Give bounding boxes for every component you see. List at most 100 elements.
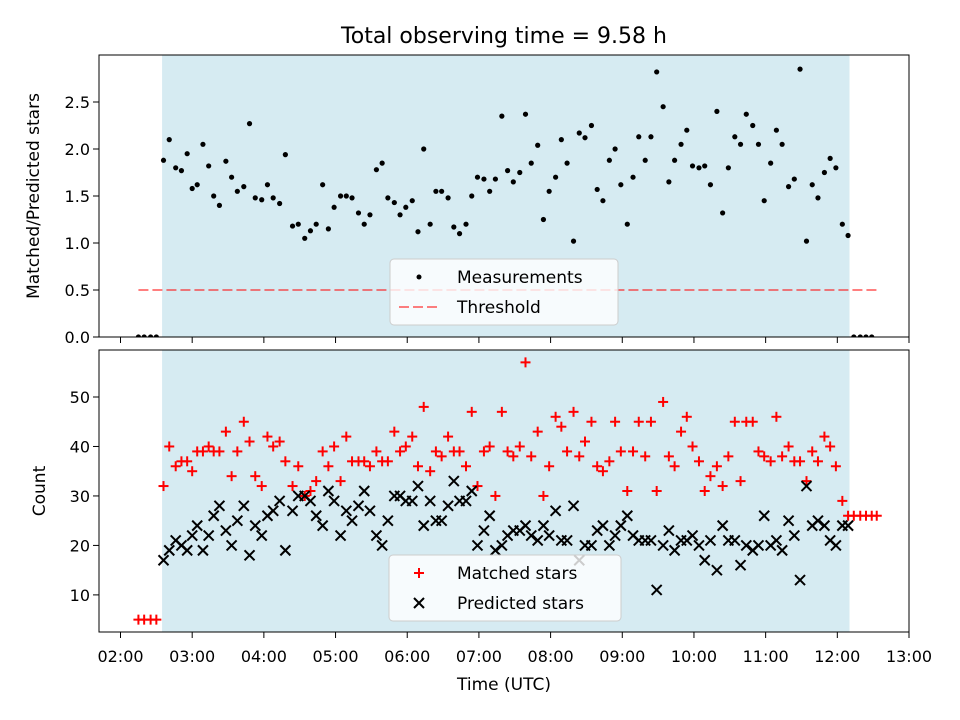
predicted-star-point bbox=[286, 505, 299, 517]
predicted-star-point bbox=[267, 505, 279, 517]
measurement-point bbox=[379, 160, 385, 166]
measurement-point bbox=[487, 188, 493, 194]
measurement-point bbox=[636, 134, 642, 140]
measurement-point bbox=[624, 221, 630, 227]
predicted-star-point bbox=[621, 510, 633, 522]
matched-star-point bbox=[735, 476, 746, 487]
measurement-point bbox=[504, 168, 511, 174]
predicted-star-point bbox=[316, 519, 329, 532]
measurement-point bbox=[492, 176, 498, 182]
measurement-point bbox=[737, 141, 744, 147]
matched-star-point bbox=[395, 446, 406, 457]
predicted-star-point bbox=[483, 510, 496, 522]
predicted-star-point bbox=[543, 529, 555, 542]
measurement-point bbox=[779, 141, 785, 147]
predicted-star-point bbox=[788, 529, 801, 542]
matched-star-point bbox=[443, 431, 454, 442]
count-y-tick-label: 10 bbox=[70, 586, 90, 605]
matched-star-point bbox=[232, 446, 243, 457]
predicted-star-point bbox=[668, 544, 681, 557]
measurement-point bbox=[141, 334, 147, 337]
matched-star-point bbox=[436, 451, 447, 462]
predicted-star-point bbox=[770, 534, 783, 547]
predicted-star-point bbox=[615, 519, 627, 532]
predicted-star-point bbox=[842, 519, 854, 532]
predicted-star-point bbox=[478, 524, 490, 537]
measurement-point bbox=[439, 188, 445, 194]
matched-star-point bbox=[317, 446, 328, 457]
measurement-point bbox=[773, 127, 779, 133]
matched-star-point bbox=[592, 461, 603, 472]
matched-star-point bbox=[777, 451, 788, 462]
count-y-tick-label: 20 bbox=[70, 536, 90, 555]
matched-star-point bbox=[508, 451, 519, 462]
matched-star-point bbox=[663, 451, 674, 462]
measurement-point bbox=[320, 182, 326, 188]
predicted-star-point bbox=[364, 505, 376, 517]
matched-star-point bbox=[182, 456, 193, 467]
matched-star-point bbox=[197, 446, 208, 457]
predicted-star-point bbox=[693, 539, 705, 552]
measurement-point bbox=[642, 157, 648, 163]
measurement-point bbox=[367, 212, 373, 218]
measurement-point bbox=[302, 235, 308, 241]
measurement-point bbox=[178, 168, 185, 174]
measurement-point bbox=[666, 179, 672, 185]
matched-star-point bbox=[305, 486, 316, 496]
measurement-point bbox=[540, 216, 547, 223]
matched-star-point bbox=[640, 451, 651, 462]
measurement-point bbox=[839, 221, 845, 227]
measurement-point bbox=[672, 157, 678, 163]
measurement-point bbox=[696, 165, 702, 171]
predicted-star-point bbox=[202, 529, 215, 542]
measurement-point bbox=[397, 212, 403, 218]
matched-star-point bbox=[812, 456, 823, 467]
measurement-point bbox=[343, 193, 349, 199]
measurement-point bbox=[528, 160, 534, 166]
measurement-point bbox=[648, 134, 654, 140]
matched-star-point bbox=[335, 476, 346, 487]
measurement-point bbox=[558, 137, 564, 143]
measurement-point bbox=[194, 182, 200, 188]
matched-star-point bbox=[729, 416, 740, 427]
measurement-point bbox=[654, 69, 660, 75]
predicted-star-point bbox=[328, 495, 340, 507]
matched-star-point bbox=[329, 441, 340, 452]
measurement-point bbox=[761, 198, 767, 204]
measurement-point bbox=[282, 152, 288, 158]
predicted-star-point bbox=[249, 519, 261, 532]
matched-star-point bbox=[676, 426, 687, 437]
matched-star-point bbox=[532, 426, 543, 437]
predicted-star-point bbox=[711, 564, 723, 576]
predicted-star-point bbox=[442, 500, 454, 512]
matched-star-point bbox=[615, 446, 626, 457]
measurement-point bbox=[421, 146, 427, 152]
measurement-point bbox=[307, 228, 314, 234]
matched-star-point bbox=[544, 461, 555, 472]
matched-star-point bbox=[359, 456, 370, 467]
matched-star-point bbox=[311, 476, 322, 487]
predicted-star-point bbox=[466, 485, 478, 497]
matched-star-point bbox=[158, 481, 169, 492]
measurement-point bbox=[234, 188, 240, 194]
matched-star-point bbox=[226, 471, 237, 482]
count-series bbox=[133, 357, 882, 625]
matched-star-point bbox=[293, 461, 304, 472]
measurement-point bbox=[252, 195, 258, 201]
predicted-star-point bbox=[489, 544, 502, 557]
measurement-point bbox=[707, 182, 714, 188]
predicted-star-point bbox=[406, 495, 418, 507]
ratio-legend-box bbox=[389, 258, 619, 326]
measurement-point bbox=[612, 146, 618, 152]
matched-star-point bbox=[681, 411, 692, 422]
measurement-point bbox=[660, 104, 666, 110]
predicted-star-point bbox=[471, 539, 484, 552]
matched-star-point bbox=[628, 446, 639, 457]
measurement-point bbox=[403, 204, 409, 210]
count-panel: 10 20 30 40 50 02:00 03:00 04:00 05:00 06:00 07:0… bbox=[30, 349, 932, 695]
predicted-star-point bbox=[561, 534, 573, 547]
predicted-star-point bbox=[734, 559, 747, 571]
measurement-point bbox=[517, 169, 523, 176]
count-x-ticks: 02:00 03:00 04:00 05:00 06:00 07:00 08:00 09:00… bbox=[97, 632, 932, 666]
